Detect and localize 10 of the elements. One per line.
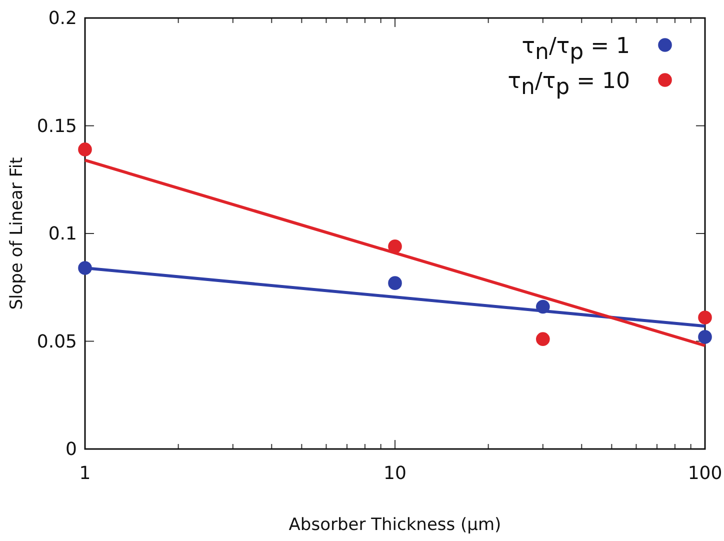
y-tick-label: 0.15 [36, 116, 77, 137]
x-tick-label: 1 [79, 463, 91, 484]
x-axis-title: Absorber Thickness (µm) [288, 515, 502, 535]
y-tick-label: 0.1 [48, 224, 77, 244]
y-tick-label: 0.05 [36, 331, 77, 352]
y-tick-label: 0.2 [48, 8, 77, 29]
y-tick-label: 0 [66, 439, 77, 460]
x-tick-label: 100 [688, 463, 722, 484]
y-axis-title: Slope of Linear Fit [7, 156, 27, 310]
x-tick-label: 10 [384, 463, 406, 484]
